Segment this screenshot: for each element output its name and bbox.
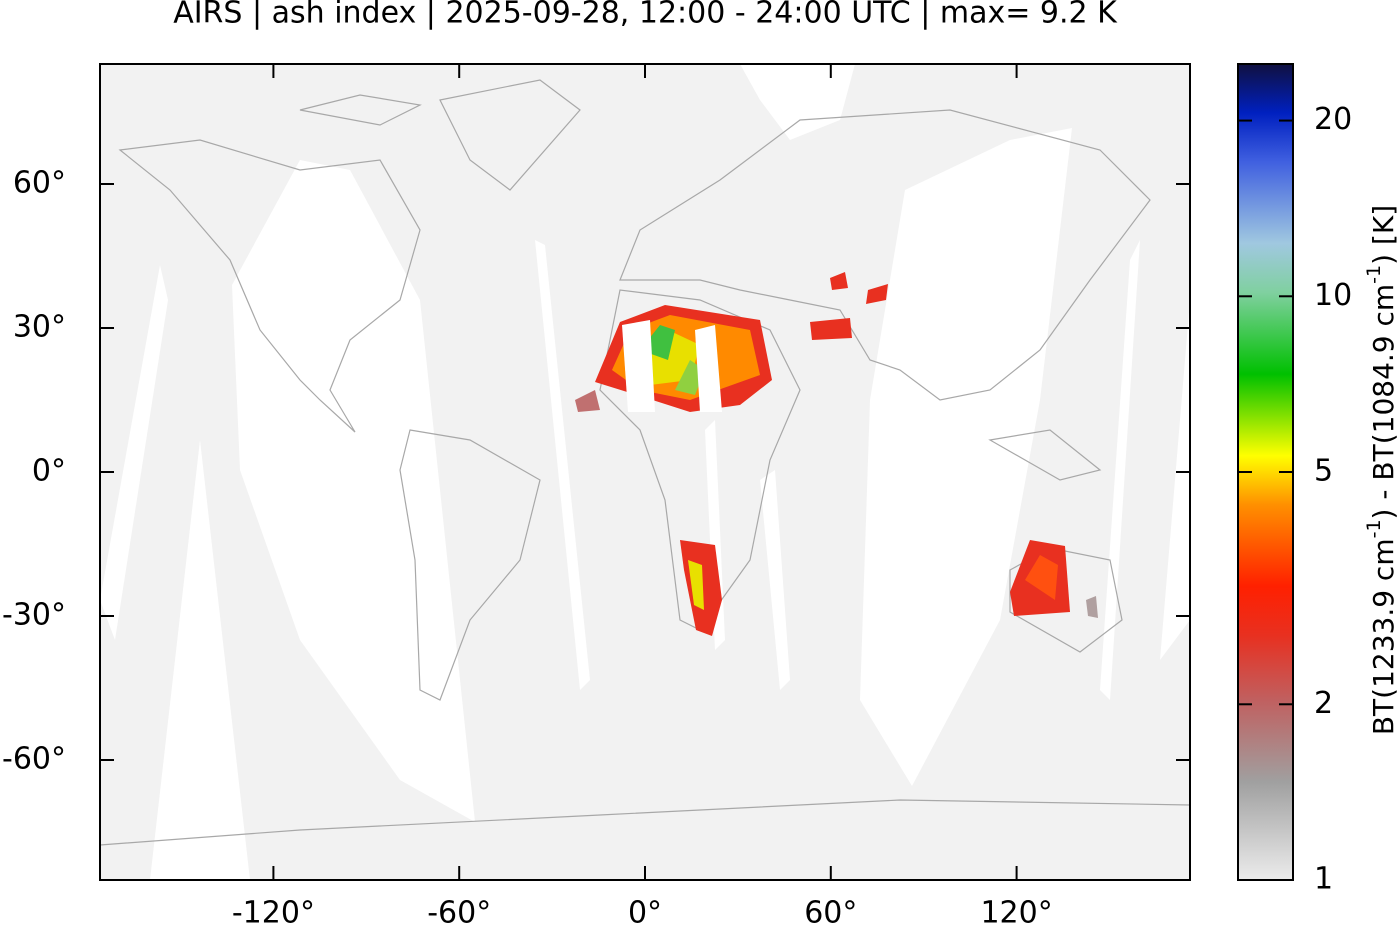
y-tick-label: 30° bbox=[13, 310, 66, 345]
label-text: ) - BT(1084.9 cm bbox=[1367, 284, 1400, 520]
colorbar-tick-label: 10 bbox=[1314, 278, 1352, 313]
colorbar-label: BT(1233.9 cm-1) - BT(1084.9 cm-1) [K] bbox=[1363, 205, 1400, 735]
label-text: ) [K] bbox=[1367, 205, 1400, 265]
colorbar-tick-label: 5 bbox=[1314, 454, 1333, 489]
map-area bbox=[100, 64, 1190, 880]
x-tick-label: 120° bbox=[980, 896, 1052, 930]
colorbar-tick-label: 1 bbox=[1314, 862, 1333, 897]
swath-gaps bbox=[100, 64, 1190, 880]
y-tick-label: -60° bbox=[2, 742, 66, 777]
ash-index-field bbox=[575, 272, 1098, 636]
map-title: AIRS | ash index | 2025-09-28, 12:00 - 2… bbox=[173, 0, 1118, 31]
y-tick-label: 60° bbox=[13, 166, 66, 201]
y-tick-label: 0° bbox=[32, 454, 66, 489]
colorbar-tick-label: 2 bbox=[1314, 686, 1333, 721]
label-superscript: -1 bbox=[1363, 519, 1385, 538]
axes: -120° -60° 0° 60° 120° 60° 30° 0° -30° -60° bbox=[2, 64, 1190, 930]
colorbar-tick-label: 20 bbox=[1314, 102, 1352, 137]
x-tick-label: 60° bbox=[804, 896, 857, 930]
x-tick-label: -60° bbox=[427, 896, 491, 930]
x-tick-label: 0° bbox=[628, 896, 662, 930]
x-tick-label: -120° bbox=[232, 896, 315, 930]
coastlines bbox=[100, 79, 1190, 846]
label-superscript: -1 bbox=[1363, 265, 1385, 284]
y-tick-label: -30° bbox=[2, 598, 66, 633]
label-text: BT(1233.9 cm bbox=[1367, 538, 1400, 735]
